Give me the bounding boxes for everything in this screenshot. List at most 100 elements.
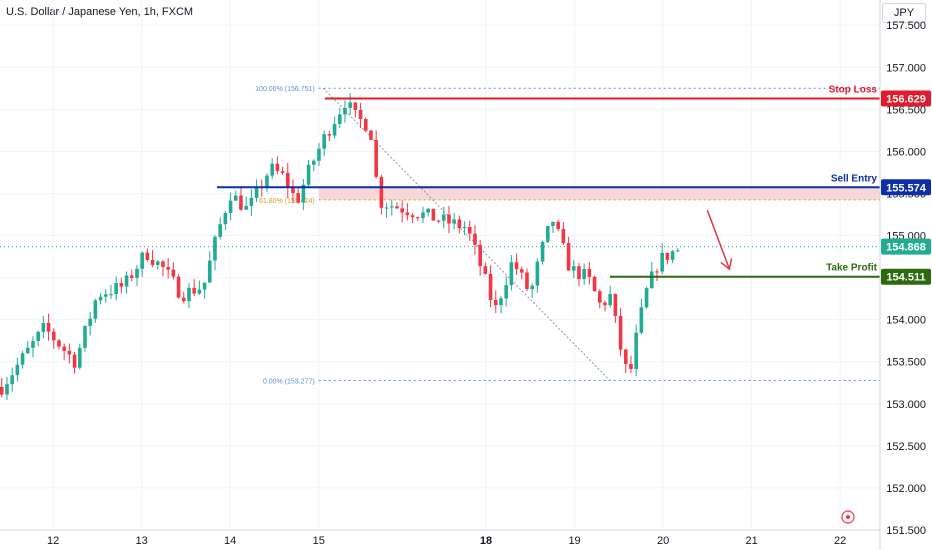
candle	[462, 221, 467, 236]
price-tick-label: 153.500	[886, 357, 926, 369]
candle-body	[57, 340, 61, 347]
candle-body	[10, 375, 14, 385]
time-tick-label: 18	[480, 535, 492, 547]
candle-body	[369, 130, 373, 140]
candle-body	[311, 160, 316, 165]
candle	[369, 129, 373, 141]
candle-body	[478, 244, 482, 267]
candle-body	[571, 266, 576, 271]
fib-level-label: 61.80% (155.424)	[259, 198, 315, 205]
candle-body	[670, 251, 675, 260]
candle-body	[395, 206, 399, 209]
candle	[514, 253, 519, 275]
candle-body	[389, 206, 394, 208]
candle	[20, 350, 25, 369]
candle	[499, 295, 503, 314]
candle	[571, 260, 576, 279]
currency-selector[interactable]: JPY	[882, 3, 926, 23]
candle-body	[31, 340, 35, 348]
candle	[353, 102, 358, 118]
candle-body	[223, 212, 228, 225]
candle-body	[639, 307, 644, 333]
candle	[233, 190, 238, 201]
time-tick-label: 15	[313, 535, 325, 547]
candle-body	[415, 217, 420, 219]
candle-body	[197, 289, 202, 294]
candle-body	[358, 109, 363, 120]
price-tick-label: 156.500	[886, 104, 926, 116]
candle-body	[202, 282, 207, 290]
candle	[171, 261, 176, 280]
candle	[239, 186, 243, 211]
candle	[77, 343, 82, 370]
candle	[457, 215, 462, 234]
candle-body	[98, 296, 103, 301]
candle-body	[545, 225, 550, 242]
candle	[655, 268, 659, 282]
candle	[155, 260, 160, 270]
candle-body	[129, 275, 134, 278]
candle-body	[192, 287, 196, 294]
price-tick-label: 156.000	[886, 146, 926, 158]
candle-body	[603, 302, 607, 306]
candle	[135, 264, 139, 286]
candle	[379, 174, 384, 215]
candle-body	[665, 252, 670, 260]
price-tick-label: 157.500	[886, 20, 926, 32]
candle-body	[634, 332, 638, 369]
level-price-tag-bg	[881, 179, 931, 196]
candle-body	[405, 212, 410, 216]
candle	[488, 265, 493, 308]
candle	[124, 271, 129, 294]
candle-body	[421, 212, 425, 219]
candle-body	[244, 205, 248, 210]
candle-body	[384, 207, 389, 209]
candle	[530, 283, 534, 299]
candle-body	[514, 262, 519, 270]
candle-body	[46, 322, 51, 332]
level-name: Sell Entry	[831, 173, 878, 184]
candle-body	[20, 353, 25, 365]
candle	[145, 248, 150, 262]
candle	[467, 220, 472, 241]
candle-body	[410, 215, 415, 218]
fib-level-label: 100.00% (156.751)	[255, 86, 315, 93]
candle-body	[447, 214, 451, 224]
candle	[103, 288, 108, 303]
candle	[613, 293, 618, 323]
candle-body	[436, 220, 441, 222]
candle	[72, 351, 77, 374]
candle-body	[587, 268, 592, 277]
candle-body	[270, 163, 274, 176]
current-price-tag-bg	[881, 238, 931, 255]
candle	[322, 130, 326, 157]
candle	[556, 220, 560, 232]
candle	[254, 179, 259, 203]
candle	[197, 280, 202, 295]
candle	[405, 203, 410, 221]
candle	[270, 158, 274, 180]
candle-body	[535, 261, 540, 286]
candle	[535, 258, 540, 293]
candle-body	[343, 107, 347, 115]
candle	[478, 239, 482, 276]
candle	[582, 263, 586, 285]
candle-body	[561, 229, 566, 244]
candle	[374, 130, 378, 179]
candle	[603, 300, 607, 312]
candle	[504, 275, 508, 307]
candle	[291, 179, 295, 203]
candle	[587, 261, 592, 285]
level-price-tag-bg	[881, 90, 931, 107]
candle-body	[114, 282, 118, 295]
candle	[389, 199, 394, 216]
candle-body	[207, 260, 212, 283]
candle	[213, 234, 217, 271]
candle-body	[556, 221, 560, 230]
target-icon-dot	[846, 515, 850, 519]
price-tick-label: 152.000	[886, 483, 926, 495]
time-tick-label: 21	[746, 535, 758, 547]
candle	[36, 330, 40, 347]
time-tick-label: 22	[834, 535, 846, 547]
